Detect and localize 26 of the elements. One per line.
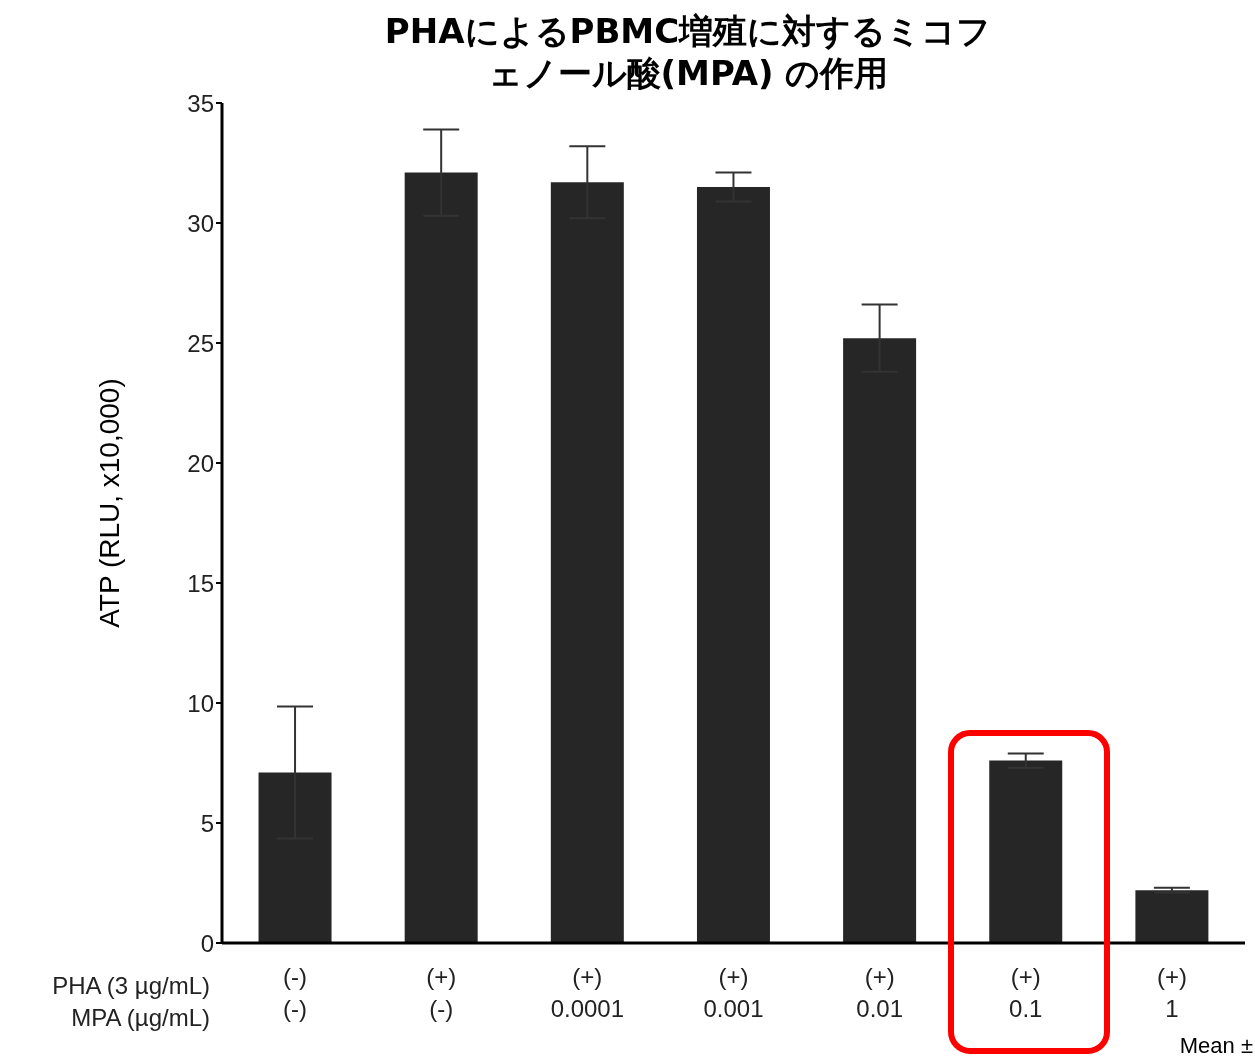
text: Mean ±: [1179, 1033, 1253, 1059]
x-tick-label: (+) 0.0001: [550, 963, 625, 1022]
x-tick-label: (+) 0.1: [1009, 963, 1043, 1022]
x-axis-title: PHA (3 µg/mL) MPA (µg/mL): [51, 971, 210, 1033]
bar: [550, 182, 624, 943]
x-tick-label: (+) (-): [426, 963, 457, 1022]
bar: [258, 772, 332, 943]
y-axis-title: ATP (RLU, x10,000): [94, 378, 126, 628]
x-tick-label: (+) 1: [1156, 963, 1187, 1022]
chart-title: PHAによるPBMC増殖に対するミコフェノール酸(MPA) の作用: [383, 10, 993, 94]
y-tick-label: 25: [187, 329, 214, 357]
x-tick-label: (-) (-): [283, 963, 308, 1022]
y-tick-label: 0: [200, 929, 214, 957]
bar: [696, 187, 770, 943]
bar: [1135, 890, 1209, 943]
y-tick-label: 30: [187, 209, 214, 237]
y-tick-label: 10: [187, 689, 214, 717]
x-tick-label: (+) 0.01: [856, 963, 903, 1022]
y-tick-label: 35: [187, 89, 214, 117]
y-tick-label: 5: [200, 809, 214, 837]
bar: [989, 760, 1063, 943]
y-tick-label: 15: [187, 569, 214, 597]
bar: [843, 338, 917, 943]
y-tick-label: 20: [187, 449, 214, 477]
x-tick-label: (+) 0.001: [703, 963, 764, 1022]
bar: [404, 172, 478, 943]
